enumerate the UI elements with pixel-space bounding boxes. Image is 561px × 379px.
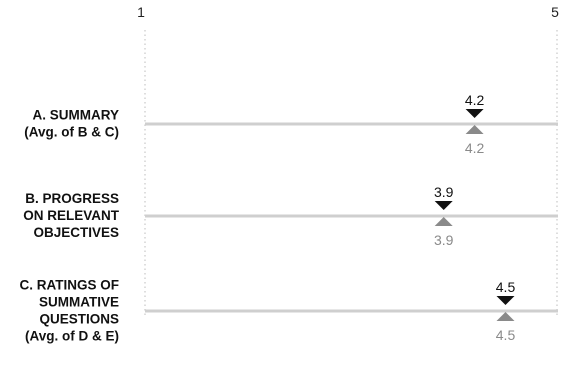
marker-down-triangle [434,201,453,210]
chart-row: C. RATINGS OF SUMMATIVE QUESTIONS (Avg. of … [20,278,558,344]
marker-down-triangle [496,296,515,305]
row-label-line: (Avg. of B & C) [24,125,119,140]
marker-up-triangle [465,125,484,134]
x-tick-label-max: 5 [551,4,559,20]
value-label-top: 4.5 [496,279,516,295]
row-label-line: OBJECTIVES [33,225,119,240]
x-tick-label-min: 1 [137,4,145,20]
value-label-bottom: 4.2 [465,140,485,156]
row-label-line: A. SUMMARY [33,108,120,123]
row-label-line: QUESTIONS [39,312,119,327]
marker-up-triangle [496,312,515,321]
value-label-bottom: 4.5 [496,327,516,343]
row-label-line: ON RELEVANT [23,208,120,223]
marker-down-triangle [465,109,484,118]
row-label-line: SUMMATIVE [39,295,119,310]
chart-rows: A. SUMMARY (Avg. of B & C) 4.2 4.2 B. PROGRE… [20,92,558,344]
row-label-line: (Avg. of D & E) [25,329,119,344]
value-label-top: 4.2 [465,92,485,108]
row-label-line: B. PROGRESS [25,191,119,206]
value-label-top: 3.9 [434,184,454,200]
value-label-bottom: 3.9 [434,232,454,248]
chart-row: A. SUMMARY (Avg. of B & C) 4.2 4.2 [24,92,558,156]
row-label-line: C. RATINGS OF [20,278,120,293]
marker-up-triangle [434,217,453,226]
chart-row: B. PROGRESS ON RELEVANT OBJECTIVES 3.9 3.9 [23,184,558,248]
